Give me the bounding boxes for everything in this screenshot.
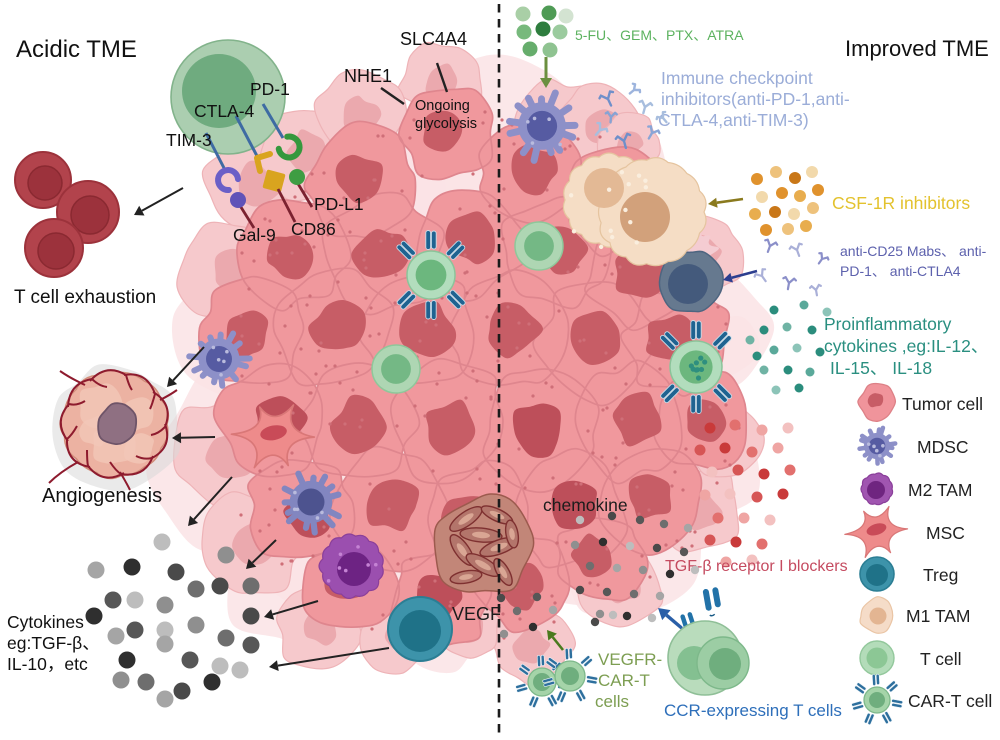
svg-text:5-FU、GEM、PTX、ATRA: 5-FU、GEM、PTX、ATRA — [575, 27, 744, 43]
svg-text:CTLA-4,anti-TIM-3): CTLA-4,anti-TIM-3) — [658, 110, 809, 130]
svg-text:M2 TAM: M2 TAM — [908, 480, 973, 500]
svg-text:VEGFR-: VEGFR- — [598, 650, 662, 669]
svg-text:cells: cells — [595, 692, 629, 711]
svg-text:PD-1、 anti-CTLA4: PD-1、 anti-CTLA4 — [840, 263, 961, 279]
svg-text:glycolysis: glycolysis — [415, 116, 477, 132]
svg-text:eg:TGF-β、: eg:TGF-β、 — [7, 633, 100, 653]
svg-text:IL-10，etc: IL-10，etc — [7, 654, 88, 674]
svg-text:VEGF: VEGF — [452, 604, 501, 624]
svg-text:MDSC: MDSC — [917, 437, 969, 457]
svg-text:Angiogenesis: Angiogenesis — [42, 485, 162, 507]
svg-text:Acidic TME: Acidic TME — [16, 36, 137, 63]
svg-text:chemokine: chemokine — [543, 495, 628, 515]
svg-text:CAR-T cell: CAR-T cell — [908, 691, 992, 711]
svg-text:cytokines ,eg:IL-12、: cytokines ,eg:IL-12、 — [824, 336, 988, 356]
svg-text:IL-15、 IL-18: IL-15、 IL-18 — [830, 358, 932, 378]
svg-text:SLC4A4: SLC4A4 — [400, 29, 467, 49]
svg-text:Treg: Treg — [923, 565, 958, 585]
svg-text:Improved TME: Improved TME — [845, 36, 989, 61]
svg-text:NHE1: NHE1 — [344, 66, 392, 86]
svg-text:MSC: MSC — [926, 523, 965, 543]
svg-text:TGF-β receptor I blockers: TGF-β receptor I blockers — [665, 558, 848, 575]
svg-text:CAR-T: CAR-T — [598, 671, 650, 690]
svg-text:CCR-expressing T cells: CCR-expressing T cells — [664, 701, 842, 720]
svg-text:M1 TAM: M1 TAM — [906, 606, 971, 626]
svg-text:T cell: T cell — [920, 649, 962, 669]
svg-text:Gal-9: Gal-9 — [233, 225, 276, 245]
svg-text:Ongoing: Ongoing — [415, 98, 470, 114]
svg-text:Proinflammatory: Proinflammatory — [824, 314, 952, 334]
svg-text:CTLA-4: CTLA-4 — [194, 101, 255, 121]
svg-text:PD-1: PD-1 — [250, 79, 290, 99]
svg-text:PD-L1: PD-L1 — [314, 194, 364, 214]
svg-text:anti-CD25 Mabs、 anti-: anti-CD25 Mabs、 anti- — [840, 243, 987, 259]
svg-text:CD86: CD86 — [291, 219, 336, 239]
svg-text:TIM-3: TIM-3 — [166, 130, 212, 150]
svg-text:CSF-1R inhibitors: CSF-1R inhibitors — [832, 193, 970, 213]
svg-text:Cytokines: Cytokines — [7, 612, 84, 632]
svg-text:T cell exhaustion: T cell exhaustion — [14, 287, 156, 308]
svg-text:inhibitors(anti-PD-1,anti-: inhibitors(anti-PD-1,anti- — [661, 89, 850, 109]
svg-text:Immune checkpoint: Immune checkpoint — [661, 68, 813, 88]
svg-text:Tumor cell: Tumor cell — [902, 394, 983, 414]
